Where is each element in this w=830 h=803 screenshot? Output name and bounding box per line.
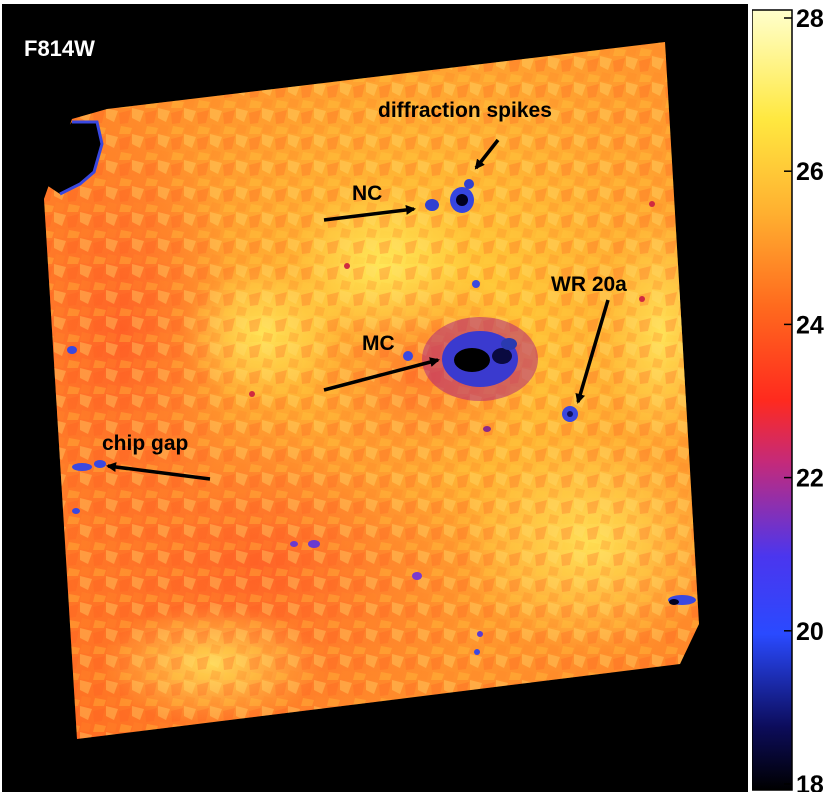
image-panel: F814W diffraction spikes NC WR 20a MC ch… bbox=[2, 4, 748, 792]
arrow-wr20a bbox=[575, 299, 610, 404]
colorbar-tick-label: 20 bbox=[796, 618, 824, 646]
image-svg: F814W diffraction spikes NC WR 20a MC ch… bbox=[2, 4, 748, 792]
scattered-stars bbox=[67, 201, 655, 655]
arrow-chip-gap bbox=[106, 462, 211, 481]
label-nc: NC bbox=[352, 182, 382, 205]
colorbar-tick-label: 18 bbox=[796, 771, 824, 792]
corner-artifact bbox=[48, 120, 104, 196]
chip-gap-stars bbox=[72, 460, 106, 514]
arrow-diffraction-spikes bbox=[474, 138, 500, 170]
colorbar-gradient bbox=[751, 9, 793, 791]
label-mc: MC bbox=[362, 332, 395, 355]
arrow-mc bbox=[323, 357, 440, 392]
main-cluster bbox=[422, 317, 538, 401]
label-wr20a: WR 20a bbox=[551, 273, 627, 296]
colorbar-tick-label: 24 bbox=[796, 311, 824, 339]
arrow-nc bbox=[323, 205, 416, 222]
colorbar-svg: 28 26 24 22 20 18 bbox=[751, 5, 824, 799]
colorbar-tick-label: 28 bbox=[796, 5, 824, 33]
colorbar-tick-label: 26 bbox=[796, 158, 824, 186]
label-chip-gap: chip gap bbox=[102, 432, 188, 455]
star-field bbox=[44, 42, 699, 739]
colorbar: 28 26 24 22 20 18 bbox=[751, 4, 830, 799]
colorbar-tick-label: 22 bbox=[796, 465, 824, 493]
label-diffraction-spikes: diffraction spikes bbox=[378, 99, 552, 122]
colorbar-ticks: 28 26 24 22 20 18 bbox=[784, 5, 824, 799]
filter-label: F814W bbox=[24, 36, 95, 61]
northern-cluster bbox=[425, 179, 474, 213]
